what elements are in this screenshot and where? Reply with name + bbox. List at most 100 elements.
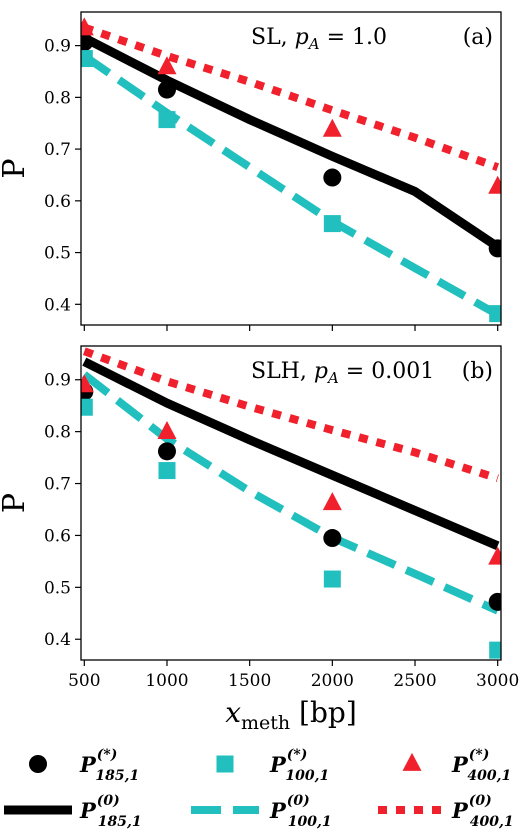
x-label-subscript: meth — [241, 712, 290, 734]
panel-annotation: SL, pA = 1.0 — [251, 25, 387, 53]
data-point-s185-2 — [323, 168, 342, 187]
panel-a: 0.4 0.5 0.6 0.7 0.8 0.9 P SL, pA = 1.0 (a) — [0, 11, 502, 331]
annotation-prefix: SL, — [251, 25, 295, 50]
y-tick-label: 0.4 — [44, 630, 71, 650]
x-tick-label: 1000 — [145, 671, 188, 691]
data-point-s185-3 — [488, 592, 501, 611]
legend-superscript: (0) — [287, 793, 310, 809]
legend-marker-s400 — [402, 752, 422, 771]
legend-subscript: 185,1 — [95, 768, 139, 784]
x-tick-label: 3000 — [476, 671, 519, 691]
legend-label-s185: P(*) 185,1 — [79, 747, 139, 784]
data-point-s185-2 — [323, 529, 342, 548]
annotation-subscript: A — [326, 369, 339, 387]
data-point-s100-2 — [323, 215, 341, 233]
data-point-s400-0 — [81, 17, 94, 36]
legend-subscript: 400,1 — [470, 814, 514, 830]
legend-label-s100: P(*) 100,1 — [269, 747, 329, 784]
panel-annotation: SLH, pA = 0.001 — [251, 359, 434, 387]
series-line-l100 — [81, 371, 500, 615]
data-point-s100-0 — [81, 50, 93, 68]
x-tick-label: 1500 — [228, 671, 271, 691]
data-point-s185-1 — [157, 442, 176, 461]
legend-item-s100: P(*) 100,1 — [216, 747, 329, 784]
plot-frame — [80, 345, 502, 661]
y-tick-label: 0.7 — [44, 475, 71, 495]
y-tick-label: 0.6 — [44, 192, 71, 212]
data-point-s400-1 — [157, 420, 177, 439]
legend-superscript: (*) — [287, 747, 308, 763]
y-tick-label: 0.5 — [44, 244, 71, 264]
y-axis-label: P — [0, 493, 32, 513]
legend-superscript: (0) — [469, 793, 492, 809]
legend-superscript: (0) — [97, 793, 120, 809]
annotation-variable: p — [314, 359, 328, 384]
legend-item-s185: P(*) 185,1 — [29, 747, 139, 784]
series-line-l400 — [82, 23, 500, 171]
panel-tag: (b) — [462, 359, 493, 384]
data-point-s100-0 — [81, 398, 93, 416]
legend-label-l185: P(0) 185,1 — [79, 793, 142, 830]
legend-label-s400: P(*) 400,1 — [451, 747, 511, 784]
data-point-s400-2 — [322, 492, 342, 511]
legend-letter: P — [451, 752, 469, 777]
data-point-s185-3 — [488, 239, 501, 258]
legend-letter: P — [79, 798, 97, 823]
legend-item-l185: P(0) 185,1 — [4, 793, 142, 830]
series-line-l185 — [82, 357, 500, 550]
legend-item-l100: P(0) 100,1 — [191, 793, 332, 830]
legend-letter: P — [269, 752, 287, 777]
y-tick-label: 0.7 — [44, 140, 71, 160]
series-line-l400 — [82, 347, 499, 483]
data-point-s100-1 — [158, 462, 176, 480]
legend-superscript: (*) — [97, 747, 118, 763]
plot-area — [81, 347, 501, 659]
legend: P(*) 185,1 P(*) 100,1 P(*) 400,1P(0) 185,1 P(0)… — [4, 747, 514, 830]
legend-item-l400: P(0) 400,1 — [378, 793, 514, 830]
data-point-s400-1 — [157, 56, 177, 75]
x-axis-label-text: xmeth [bp] — [225, 696, 357, 734]
data-point-s400-3 — [488, 546, 501, 565]
y-tick-label: 0.8 — [44, 88, 71, 108]
x-tick-label: 2500 — [393, 671, 436, 691]
legend-superscript: (*) — [469, 747, 490, 763]
annotation-prefix: SLH, — [251, 359, 314, 384]
plot-area — [81, 17, 501, 323]
legend-subscript: 185,1 — [98, 814, 142, 830]
annotation-subscript: A — [307, 35, 320, 53]
x-label-variable: x — [225, 696, 241, 729]
legend-marker-s185 — [29, 755, 47, 773]
x-tick-label: 500 — [68, 671, 100, 691]
legend-item-s400: P(*) 400,1 — [402, 747, 511, 784]
y-tick-label: 0.9 — [44, 371, 71, 391]
legend-letter: P — [79, 752, 97, 777]
y-tick-label: 0.5 — [44, 578, 71, 598]
data-point-s185-1 — [157, 80, 176, 99]
legend-subscript: 100,1 — [285, 768, 329, 784]
legend-marker-s100 — [216, 755, 234, 773]
x-tick-label: 2000 — [311, 671, 354, 691]
y-tick-label: 0.4 — [44, 295, 71, 315]
y-axis-label: P — [0, 158, 32, 178]
data-point-s100-2 — [323, 570, 341, 588]
legend-letter: P — [269, 798, 287, 823]
annotation-variable: p — [295, 25, 309, 50]
y-tick-label: 0.9 — [44, 37, 71, 57]
data-point-s185-0 — [81, 33, 94, 52]
x-label-unit: [bp] — [290, 696, 357, 729]
data-point-s100-3 — [489, 305, 501, 323]
legend-subscript: 400,1 — [467, 768, 511, 784]
data-point-s400-2 — [322, 118, 342, 137]
x-axis-label: xmeth [bp] — [225, 696, 357, 734]
data-point-s400-0 — [81, 374, 94, 393]
annotation-value: = 0.001 — [339, 359, 434, 384]
annotation-value: = 1.0 — [320, 25, 387, 50]
series-line-l185 — [82, 33, 501, 251]
y-tick-label: 0.8 — [44, 423, 71, 443]
plot-frame — [80, 11, 502, 326]
y-tick-label: 0.6 — [44, 526, 71, 546]
legend-subscript: 100,1 — [288, 814, 332, 830]
data-point-s100-1 — [158, 111, 176, 129]
